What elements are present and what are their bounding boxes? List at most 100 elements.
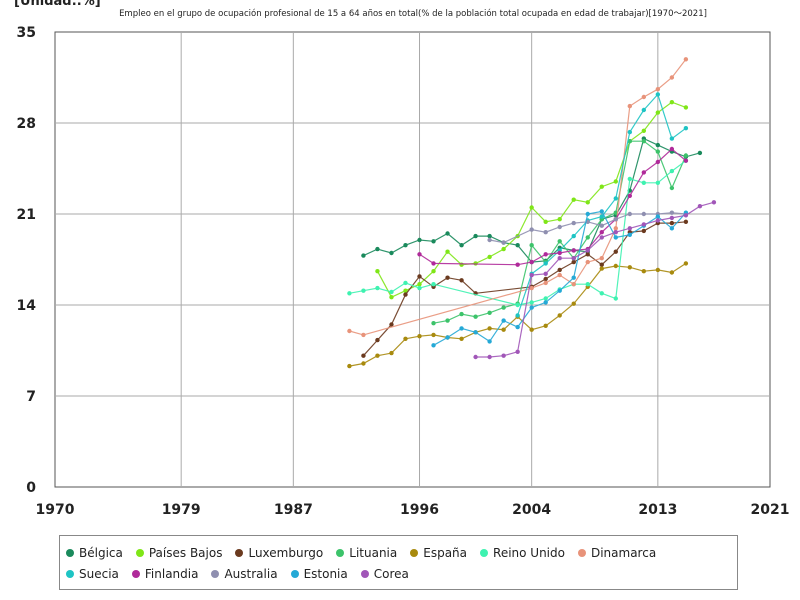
data-point [669, 215, 675, 221]
data-point [431, 343, 436, 348]
legend-label: España [423, 545, 468, 560]
data-point [515, 324, 520, 330]
data-point [585, 200, 590, 205]
data-point [459, 278, 464, 283]
data-point [669, 168, 675, 174]
legend: Bélgica Países Bajos Luxemburgo Lituania Esp… [59, 535, 738, 590]
data-point [557, 239, 562, 244]
data-point [529, 327, 534, 332]
data-point [347, 363, 352, 369]
data-point [417, 334, 422, 339]
data-point [361, 332, 366, 338]
data-point [543, 219, 548, 224]
data-point [403, 336, 408, 341]
data-point [683, 261, 689, 266]
data-point [361, 253, 366, 258]
data-point [613, 263, 618, 269]
data-point [571, 233, 576, 239]
legend-item: Dinamarca [577, 542, 656, 563]
data-point [515, 262, 520, 267]
data-point [585, 248, 590, 253]
y-tick-label: 35 [17, 25, 36, 41]
data-point [487, 254, 492, 260]
data-point [375, 246, 380, 252]
data-point [655, 214, 661, 219]
data-point [515, 313, 520, 318]
data-point [487, 339, 492, 344]
data-point [473, 261, 478, 266]
data-point [403, 280, 408, 286]
legend-swatch [577, 548, 586, 557]
data-point [641, 228, 647, 234]
data-point [571, 248, 576, 253]
data-point [599, 214, 604, 219]
data-point [543, 230, 548, 235]
legend-label: Suecia [79, 566, 119, 581]
unit-label: [Unidad:.%] [14, 0, 101, 9]
data-point [669, 226, 675, 231]
data-point [501, 318, 506, 323]
legend-swatch [135, 548, 144, 557]
data-point [501, 305, 506, 310]
data-point [655, 87, 661, 92]
data-point [403, 292, 408, 297]
data-point [669, 210, 675, 215]
data-point [599, 184, 604, 189]
data-point [571, 197, 576, 202]
legend-item: Bélgica [66, 542, 123, 563]
data-point [543, 280, 548, 286]
data-point [669, 100, 675, 105]
legend-item: Finlandia [131, 563, 198, 584]
legend-label: Reino Unido [493, 545, 565, 560]
data-point [641, 211, 647, 217]
data-point [571, 275, 576, 280]
legend-item: Estonia [290, 563, 348, 584]
data-point [711, 200, 717, 205]
data-point [599, 209, 604, 214]
x-tick-label: 1987 [274, 502, 313, 518]
data-point [599, 230, 604, 235]
data-point [361, 361, 366, 366]
data-point [613, 196, 618, 201]
data-point [543, 323, 548, 328]
data-point [431, 239, 436, 244]
data-point [487, 326, 492, 331]
data-point [361, 353, 366, 358]
data-point [571, 282, 576, 287]
data-point [375, 285, 380, 291]
data-point [557, 250, 562, 256]
data-point [641, 107, 647, 113]
x-tick-label: 1970 [36, 502, 75, 518]
data-point [571, 301, 576, 306]
data-point [669, 270, 675, 275]
data-point [655, 267, 661, 273]
data-point [655, 92, 661, 97]
legend-item: Lituania [336, 542, 397, 563]
data-point [557, 288, 562, 293]
data-point [613, 179, 618, 184]
series-line [475, 201, 715, 358]
data-point [529, 300, 534, 305]
data-point [473, 330, 478, 335]
data-point [641, 128, 647, 133]
data-point [627, 211, 633, 217]
data-point [403, 288, 408, 293]
data-point [529, 259, 534, 265]
legend-label: Países Bajos [148, 545, 223, 560]
legend-swatch [360, 569, 369, 578]
data-point [473, 354, 478, 360]
data-point [585, 259, 590, 265]
legend-label: Estonia [303, 566, 348, 581]
data-point [557, 256, 562, 261]
data-point [655, 218, 661, 223]
x-tick-label: 2013 [638, 502, 677, 518]
data-point [543, 300, 548, 305]
data-point [697, 150, 703, 156]
legend-label: Lituania [349, 545, 398, 560]
data-point [571, 220, 576, 226]
data-point [683, 57, 689, 62]
data-point [571, 259, 576, 265]
series-line [349, 58, 687, 336]
data-point [599, 291, 604, 296]
data-point [375, 353, 380, 358]
